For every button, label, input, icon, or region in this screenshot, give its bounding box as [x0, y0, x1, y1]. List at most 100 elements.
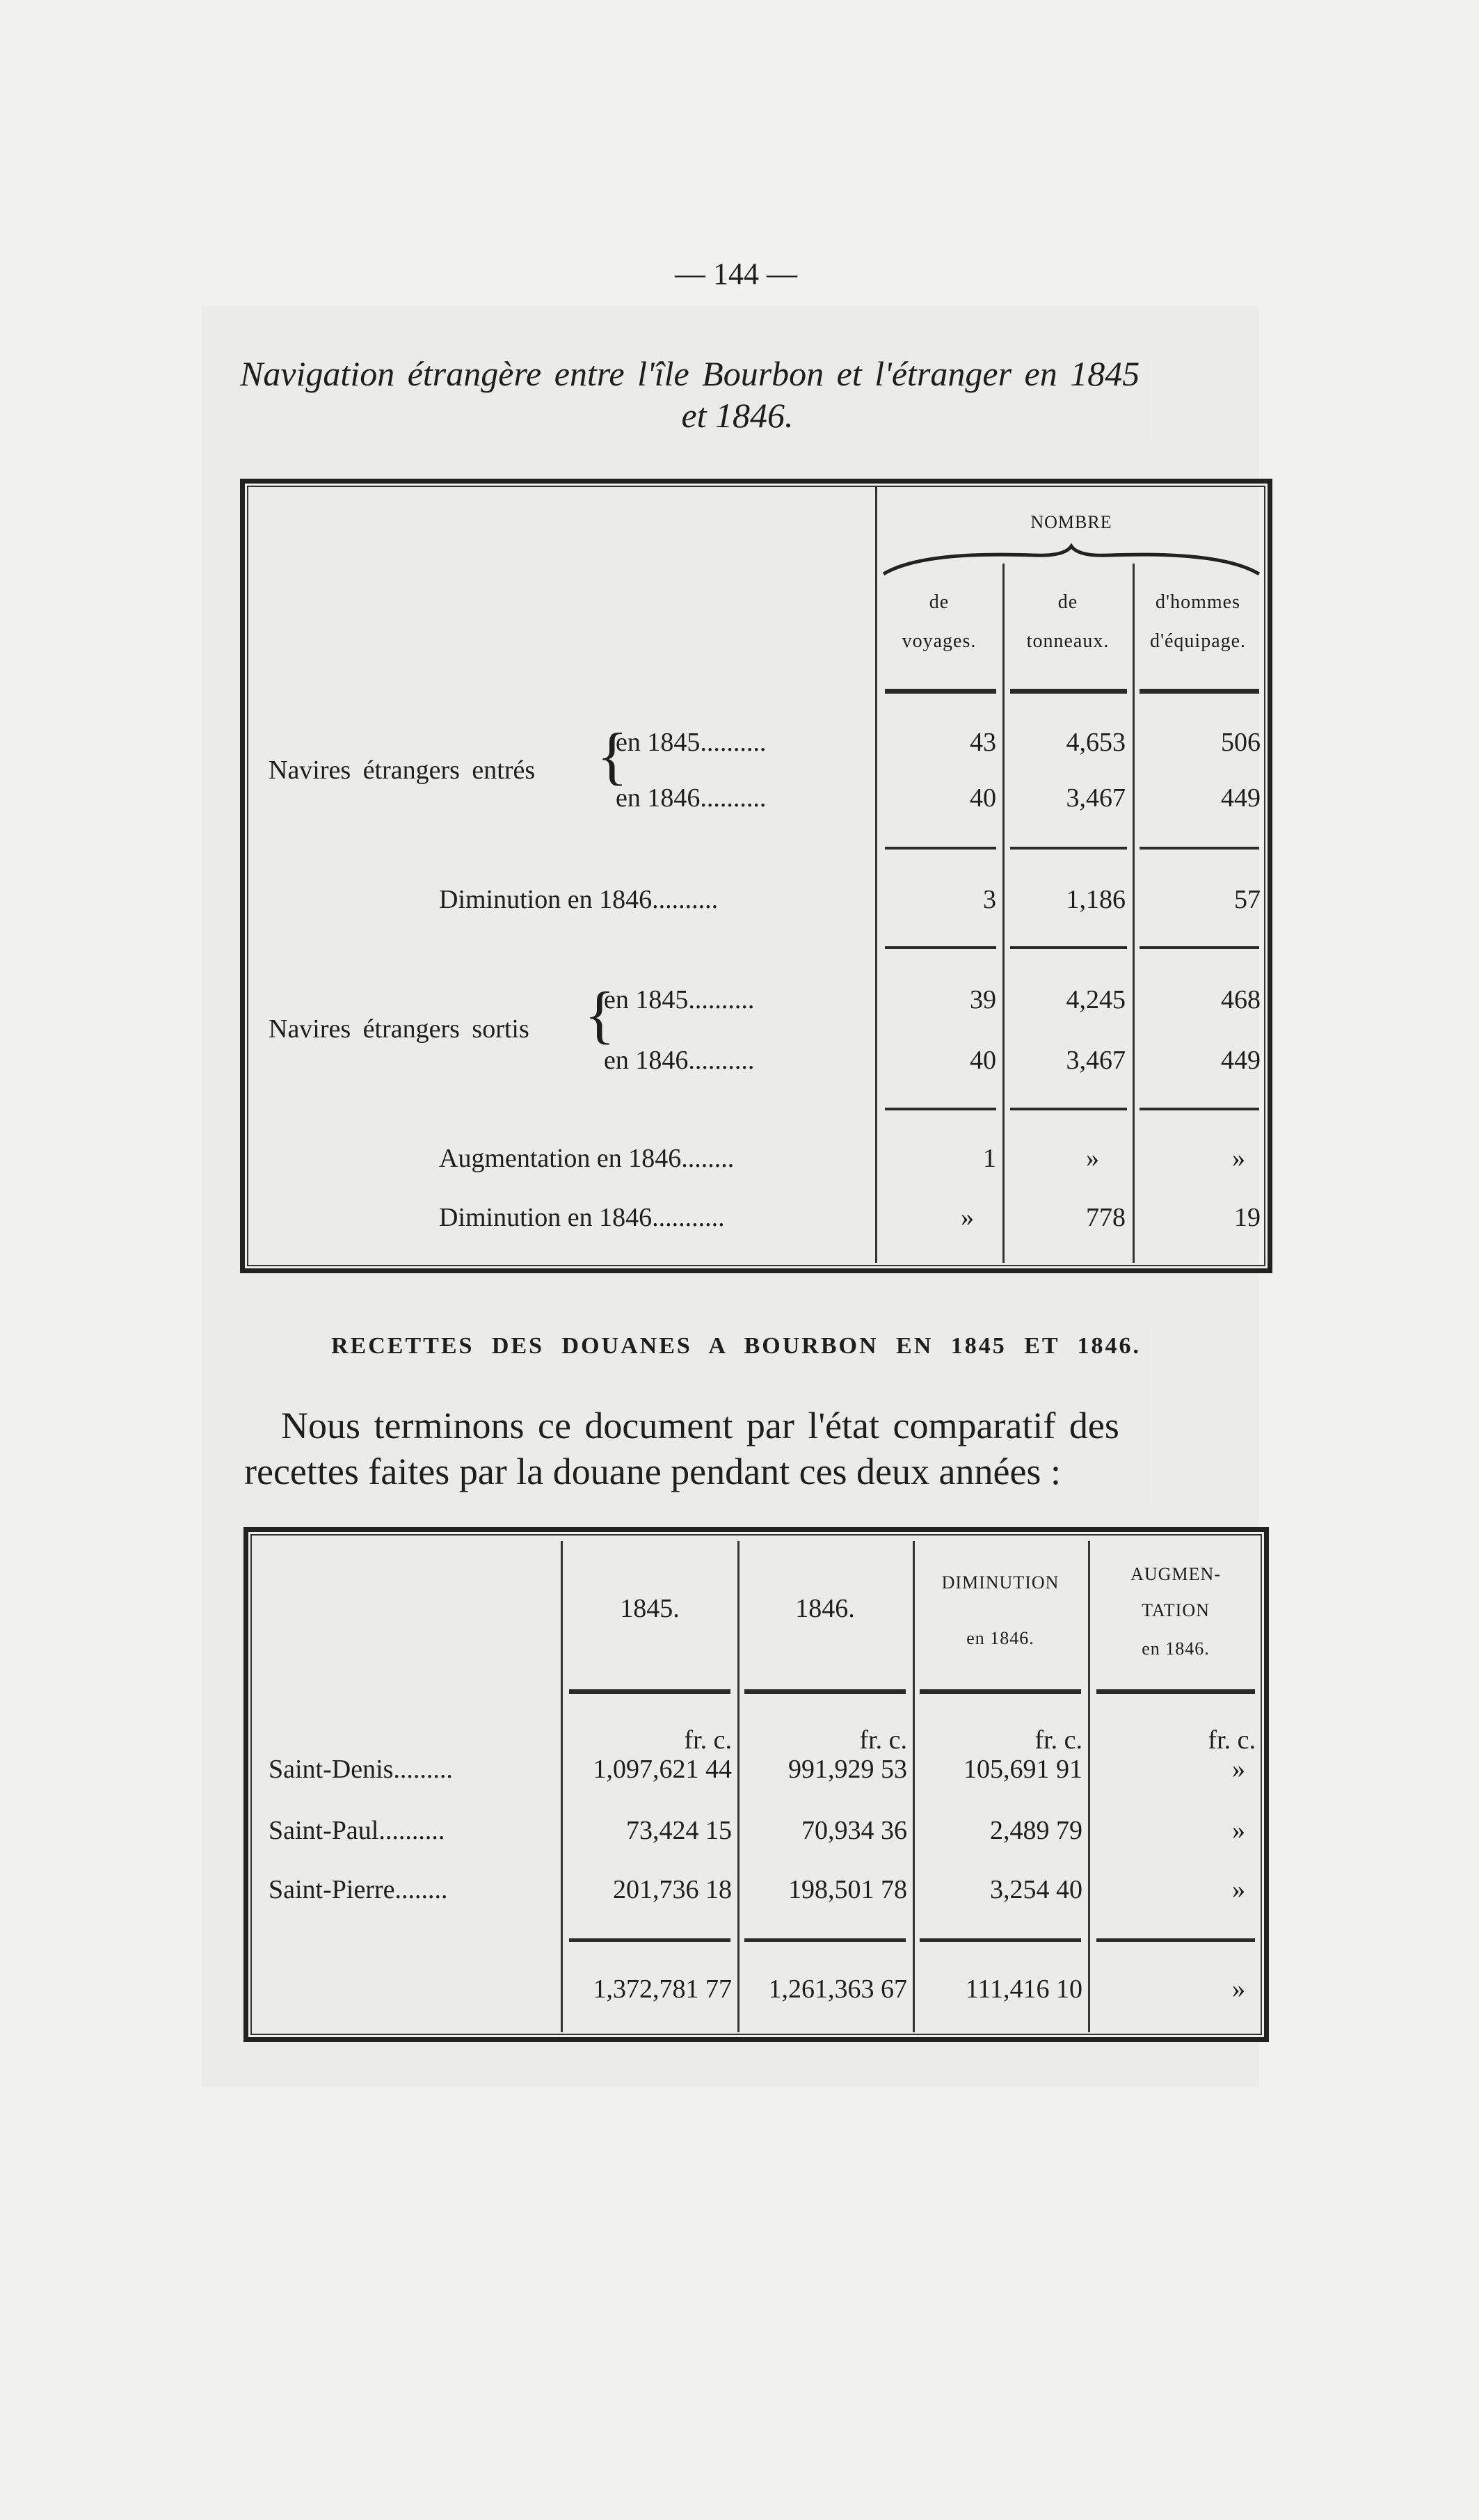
row-label: Saint-Pierre........: [269, 1875, 448, 1904]
column-header: de: [1057, 591, 1078, 613]
cell: 19: [1234, 1203, 1261, 1232]
rule-divider: [1010, 847, 1127, 850]
rule-divider: [885, 689, 996, 694]
column-header: de: [929, 591, 950, 613]
rule-divider: [885, 847, 996, 850]
group-header: NOMBRE: [1030, 512, 1112, 532]
cell: 3,467: [1066, 783, 1126, 813]
cell: 778: [1086, 1203, 1126, 1232]
total-cell: »: [1232, 1975, 1245, 2004]
row-label: Augmentation en 1846........: [439, 1144, 735, 1173]
column-divider: [1088, 1541, 1090, 2032]
cell: 468: [1221, 985, 1261, 1014]
total-cell: 1,261,363 67: [768, 1975, 908, 2004]
rule-divider: [569, 1689, 730, 1694]
rule-divider: [1096, 1689, 1255, 1694]
cell: 2,489 79: [990, 1816, 1082, 1845]
row-label: Saint-Paul..........: [269, 1816, 445, 1845]
total-cell: 111,416 10: [965, 1975, 1082, 2004]
rule-divider: [920, 1689, 1081, 1694]
cell: »: [1232, 1875, 1245, 1904]
cell: 201,736 18: [613, 1875, 732, 1904]
column-header: en 1846.: [966, 1628, 1034, 1648]
cell: »: [1232, 1816, 1245, 1845]
paragraph-line: recettes faites par la douane pendant ce…: [244, 1451, 1061, 1492]
rule-divider: [744, 1938, 906, 1942]
unit-label: fr. c.: [1208, 1725, 1256, 1755]
page-title-continued: et 1846.: [681, 396, 794, 435]
column-divider: [737, 1541, 740, 2032]
group-label: Navires étrangers sortis: [269, 1014, 529, 1044]
rule-divider: [1010, 946, 1127, 949]
rule-divider: [1140, 689, 1259, 694]
unit-label: fr. c.: [684, 1725, 732, 1755]
cell: 105,691 91: [964, 1755, 1082, 1784]
cell: 4,653: [1066, 728, 1126, 757]
column-header: 1846.: [795, 1594, 855, 1623]
column-header: tonneaux.: [1026, 630, 1110, 652]
cell: 3,467: [1066, 1046, 1126, 1075]
page-number: — 144 —: [675, 257, 797, 291]
rule-divider: [1140, 1108, 1259, 1110]
cell: 43: [970, 728, 996, 757]
cell: 4,245: [1066, 985, 1126, 1014]
column-divider: [1002, 564, 1005, 1263]
rule-divider: [1140, 946, 1259, 949]
rule-divider: [569, 1938, 730, 1942]
cell: 70,934 36: [801, 1816, 907, 1845]
cell: 1: [983, 1144, 996, 1173]
cell: 506: [1221, 728, 1261, 757]
column-header: d'équipage.: [1149, 630, 1247, 652]
row-label: en 1846..........: [616, 783, 767, 813]
row-label: Saint-Denis.........: [269, 1755, 453, 1784]
cell: »: [961, 1203, 974, 1232]
rule-divider: [1010, 1108, 1127, 1110]
column-header: AUGMEN-: [1130, 1564, 1221, 1584]
section-heading: RECETTES DES DOUANES A BOURBON EN 1845 E…: [331, 1333, 1141, 1359]
cell: 73,424 15: [626, 1816, 732, 1845]
rule-divider: [920, 1938, 1081, 1942]
cell: 449: [1221, 1046, 1261, 1075]
customs-receipts-table: [243, 1527, 1269, 2042]
rule-divider: [885, 1108, 996, 1110]
row-label: en 1845..........: [604, 985, 755, 1014]
show-through-background: [202, 306, 1259, 2087]
cell: 40: [970, 1046, 996, 1075]
cell: »: [1086, 1144, 1099, 1173]
row-label: en 1845..........: [616, 728, 767, 757]
page-title: Navigation étrangère entre l'île Bourbon…: [240, 354, 1140, 393]
cell: 1,097,621 44: [593, 1755, 733, 1784]
unit-label: fr. c.: [1034, 1725, 1082, 1755]
cell: »: [1232, 1144, 1245, 1173]
column-divider: [1133, 564, 1135, 1263]
column-header: DIMINUTION: [941, 1572, 1060, 1593]
cell: 39: [970, 985, 996, 1014]
brace-icon: {: [584, 979, 616, 1050]
column-divider: [561, 1541, 563, 2032]
cell: 3,254 40: [990, 1875, 1082, 1904]
cell: »: [1232, 1755, 1245, 1784]
cell: 198,501 78: [788, 1875, 907, 1904]
rule-divider: [885, 946, 996, 949]
column-header: 1845.: [620, 1594, 680, 1623]
paragraph-line: Nous terminons ce document par l'état co…: [281, 1405, 1119, 1446]
cell: 3: [983, 885, 996, 914]
column-divider: [875, 487, 877, 1263]
group-label: Navires étrangers entrés: [269, 756, 536, 785]
rule-divider: [1140, 847, 1259, 850]
brace-icon: {: [597, 720, 628, 791]
column-header: en 1846.: [1142, 1638, 1210, 1659]
column-header: d'hommes: [1156, 591, 1240, 613]
navigation-table: [240, 479, 1272, 1273]
cell: 991,929 53: [788, 1755, 907, 1784]
total-cell: 1,372,781 77: [593, 1975, 733, 2004]
cell: 1,186: [1066, 885, 1126, 914]
cell: 57: [1234, 885, 1261, 914]
row-label: Diminution en 1846..........: [439, 885, 719, 914]
column-divider: [913, 1541, 915, 2032]
unit-label: fr. c.: [859, 1725, 907, 1755]
cell: 449: [1221, 783, 1261, 813]
cell: 40: [970, 783, 996, 813]
row-label: Diminution en 1846...........: [439, 1203, 725, 1232]
rule-divider: [1096, 1938, 1255, 1942]
